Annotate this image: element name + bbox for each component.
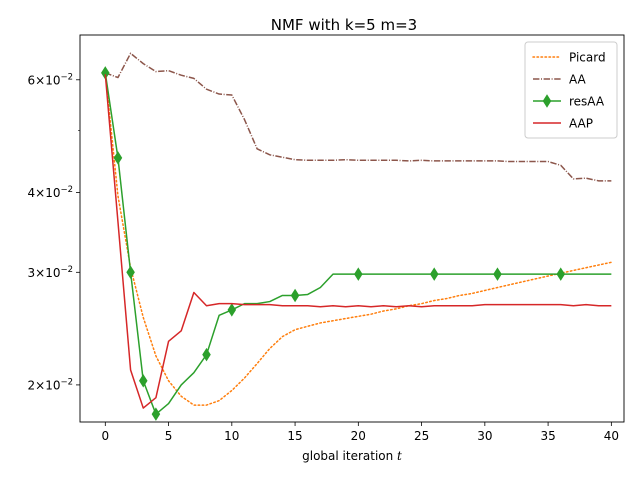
x-tick-label: 10 bbox=[224, 429, 239, 443]
legend-label-aap: AAP bbox=[569, 117, 593, 131]
series-line-aap bbox=[104, 74, 612, 409]
x-tick-label: 40 bbox=[604, 429, 619, 443]
chart-title: NMF with k=5 m=3 bbox=[271, 16, 417, 34]
y-tick-label: 6×10−2 bbox=[28, 72, 74, 87]
y-tick-label: 4×10−2 bbox=[28, 185, 74, 200]
legend-label-resaa: resAA bbox=[569, 95, 605, 109]
series-marker-resaa bbox=[429, 267, 439, 281]
series-line-picard bbox=[104, 72, 613, 406]
series-line-aa bbox=[105, 52, 612, 182]
x-tick-label: 25 bbox=[414, 429, 429, 443]
series-marker-resaa bbox=[138, 374, 148, 388]
series-marker-resaa bbox=[113, 151, 123, 165]
x-tick-label: 30 bbox=[477, 429, 492, 443]
x-tick-label: 20 bbox=[351, 429, 366, 443]
series-marker-resaa bbox=[556, 267, 566, 281]
plot-area bbox=[101, 52, 613, 421]
legend-label-aa: AA bbox=[569, 73, 587, 87]
x-axis: 0 5 10 15 20 25 30 35 40 bbox=[101, 422, 619, 443]
y-axis: 2×10−2 3×10−2 4×10−2 6×10−2 bbox=[28, 72, 80, 392]
plot-frame bbox=[79, 34, 625, 423]
legend-label-picard: Picard bbox=[569, 51, 606, 65]
series-marker-resaa bbox=[126, 265, 135, 280]
x-tick-label: 15 bbox=[287, 429, 302, 443]
series-marker-resaa bbox=[151, 407, 161, 421]
series-marker-resaa bbox=[290, 288, 300, 303]
series-marker-resaa bbox=[227, 303, 237, 317]
legend-box bbox=[524, 41, 618, 139]
y-tick-label: 3×10−2 bbox=[28, 265, 74, 280]
y-tick-label: 2×10−2 bbox=[28, 377, 74, 392]
legend-marker-resaa bbox=[542, 94, 552, 108]
x-axis-label: global iteration t bbox=[302, 449, 402, 463]
series-marker-resaa bbox=[202, 347, 211, 362]
series-marker-resaa bbox=[354, 267, 363, 281]
legend: Picard AA resAA AAP bbox=[524, 41, 618, 139]
x-tick-label: 5 bbox=[165, 429, 173, 443]
x-tick-label: 0 bbox=[101, 429, 109, 443]
series-marker-resaa bbox=[493, 267, 502, 281]
x-tick-label: 35 bbox=[540, 429, 555, 443]
